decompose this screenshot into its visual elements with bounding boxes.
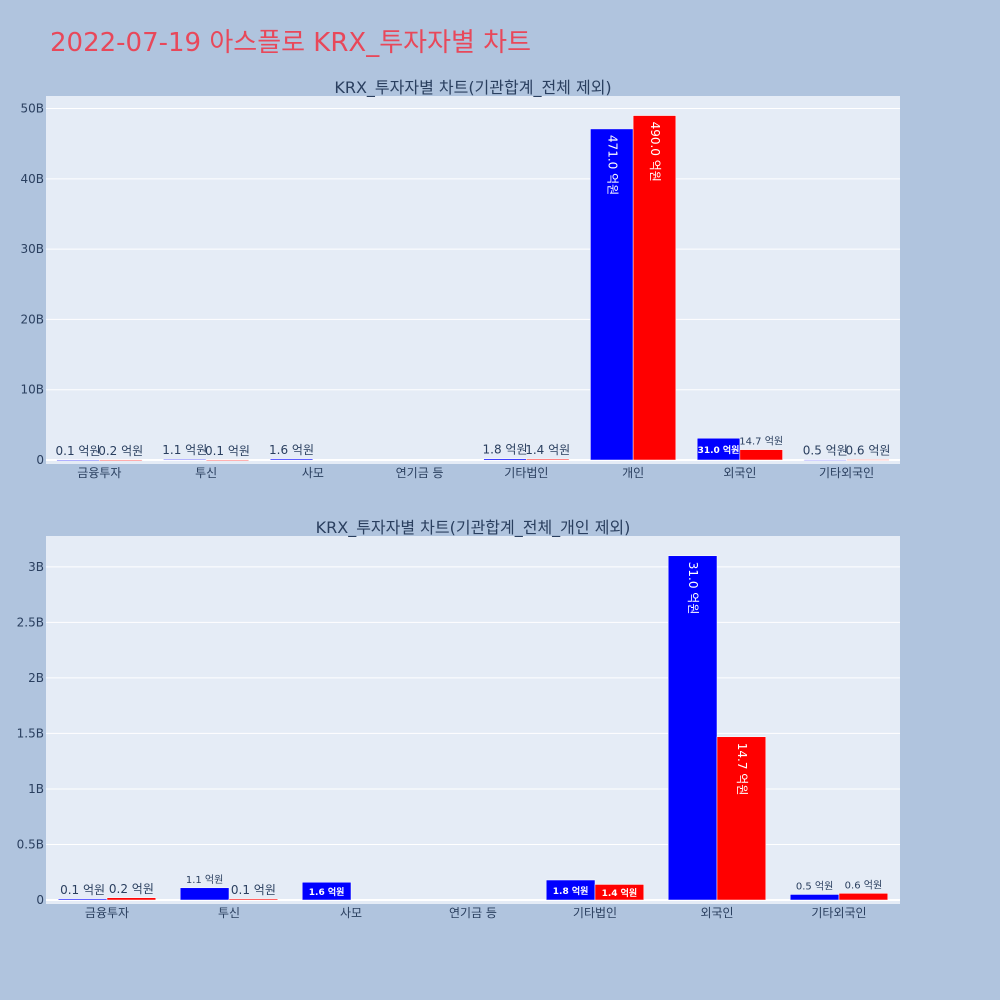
y-tick-label: 1.5B xyxy=(17,726,44,740)
x-tick-label: 개인 xyxy=(622,466,644,480)
data-label: 0.2 억원 xyxy=(98,444,143,458)
x-tick-label: 기타외국인 xyxy=(811,906,866,920)
bar xyxy=(301,881,352,901)
x-tick-label: 외국인 xyxy=(700,906,733,920)
y-tick-label: 0.5B xyxy=(17,837,44,851)
x-tick-label: 기타법인 xyxy=(504,466,548,480)
data-label: 1.1 억원 xyxy=(162,443,207,457)
data-label: 471.0 억원 xyxy=(605,135,619,195)
data-label: 1.8 억원 xyxy=(553,885,589,897)
y-tick-label: 30B xyxy=(20,242,44,256)
bar xyxy=(803,459,847,461)
y-tick-label: 2.5B xyxy=(17,615,44,629)
x-tick-label: 사모 xyxy=(340,906,362,920)
x-tick-label: 연기금 등 xyxy=(449,906,497,920)
data-label: 0.1 억원 xyxy=(60,883,105,897)
investor-chart-excl-individual: 0 0.5B 1B 1.5B 2B 2.5B 3B KRX_투자자별 차트(기관합계_전체_개… xyxy=(17,518,900,920)
data-label: 0.6 억원 xyxy=(845,444,890,458)
chart-title: KRX_투자자별 차트(기관합계_전체 제외) xyxy=(334,78,611,98)
x-tick-label: 투신 xyxy=(218,906,240,920)
bar xyxy=(526,458,570,461)
y-tick-label: 3B xyxy=(28,560,44,574)
page-title: 2022-07-19 아스플로 KRX_투자자별 차트 xyxy=(50,28,532,58)
bar xyxy=(696,437,741,461)
y-tick-label: 2B xyxy=(28,671,44,685)
data-label: 31.0 억원 xyxy=(686,562,700,615)
x-tick-label: 금융투자 xyxy=(85,906,129,920)
data-label: 14.7 억원 xyxy=(739,436,783,448)
y-tick-label: 20B xyxy=(20,312,44,326)
x-tick-label: 기타외국인 xyxy=(819,466,874,480)
data-label: 1.6 억원 xyxy=(309,886,345,898)
data-label: 1.6 억원 xyxy=(269,443,314,457)
data-label: 1.8 억원 xyxy=(483,443,528,457)
data-label: 0.5 억원 xyxy=(803,444,848,458)
data-label: 1.4 억원 xyxy=(602,887,638,899)
data-label: 490.0 억원 xyxy=(648,122,662,182)
data-label: 0.6 억원 xyxy=(845,879,882,891)
bar xyxy=(269,458,314,461)
investor-chart-all: 0 10B 20B 30B 40B 50B KRX_투자자별 차트(기관합계_전체 제외) 금… xyxy=(20,78,900,480)
bar xyxy=(846,459,890,461)
bar xyxy=(106,897,157,901)
bar xyxy=(99,459,143,461)
bar xyxy=(789,894,840,901)
bar xyxy=(57,898,108,901)
data-label: 0.1 억원 xyxy=(56,444,101,458)
bar xyxy=(632,115,677,461)
data-label: 0.5 억원 xyxy=(796,880,833,892)
bar xyxy=(205,459,250,461)
chart-title: KRX_투자자별 차트(기관합계_전체_개인 제외) xyxy=(316,518,631,538)
data-label: 0.1 억원 xyxy=(205,444,250,458)
y-tick-label: 0 xyxy=(36,893,44,907)
data-label: 0.2 억원 xyxy=(109,882,154,896)
plot-area xyxy=(46,536,900,904)
plot-area xyxy=(46,96,900,464)
bar xyxy=(56,459,100,461)
x-tick-label: 투신 xyxy=(195,466,217,480)
x-tick-label: 금융투자 xyxy=(77,466,121,480)
x-tick-label: 기타법인 xyxy=(573,906,617,920)
y-tick-label: 10B xyxy=(20,383,44,397)
data-label: 1.1 억원 xyxy=(186,874,223,886)
bar xyxy=(163,458,207,461)
bar xyxy=(228,898,279,901)
bar xyxy=(838,893,889,901)
bar xyxy=(483,458,527,461)
bar xyxy=(179,887,230,901)
data-label: 14.7 억원 xyxy=(735,743,749,796)
data-label: 0.1 억원 xyxy=(231,883,276,897)
x-tick-label: 사모 xyxy=(302,466,324,480)
bar xyxy=(594,884,645,901)
y-tick-label: 50B xyxy=(20,102,44,116)
data-label: 1.4 억원 xyxy=(525,443,570,457)
bar xyxy=(739,449,783,461)
bar xyxy=(716,736,767,901)
x-tick-label: 외국인 xyxy=(723,466,756,480)
y-tick-label: 40B xyxy=(20,172,44,186)
y-tick-label: 0 xyxy=(36,453,44,467)
bar xyxy=(667,555,718,901)
data-label: 31.0 억원 xyxy=(698,444,740,456)
x-tick-label: 연기금 등 xyxy=(396,466,444,480)
y-tick-label: 1B xyxy=(28,782,44,796)
